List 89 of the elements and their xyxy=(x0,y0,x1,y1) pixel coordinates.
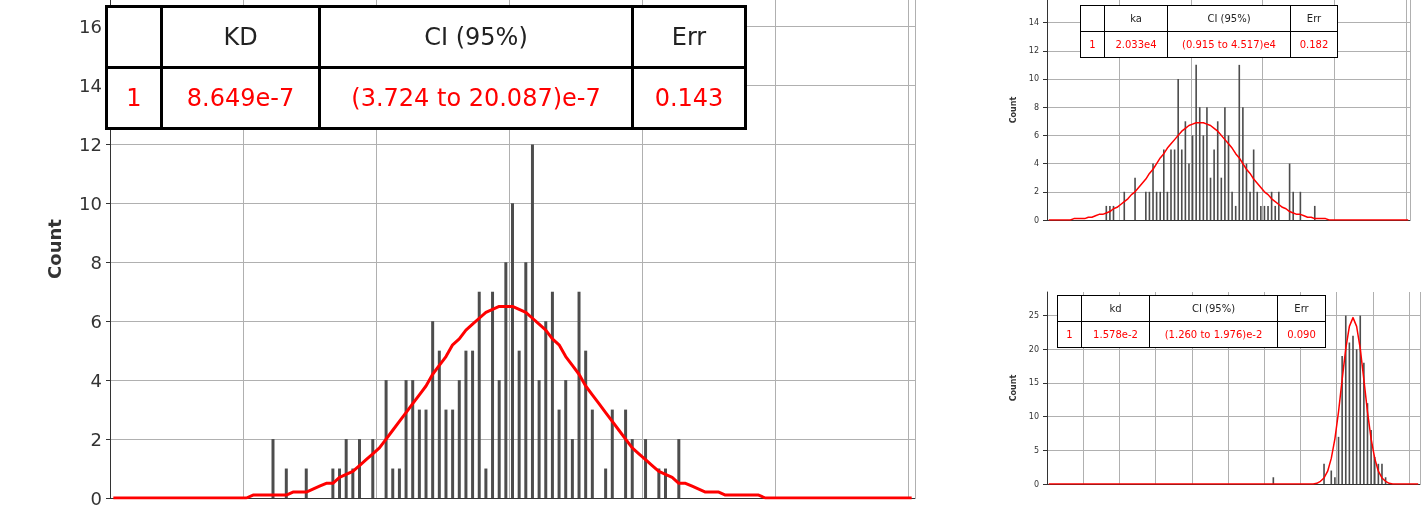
annotation: CI (95%) xyxy=(1149,295,1278,322)
bar xyxy=(484,468,488,498)
y-tick-label: 16 xyxy=(79,16,102,38)
y-tick-label: 0 xyxy=(90,487,102,509)
y-tick-label: 8 xyxy=(1033,102,1039,112)
annotation: (1.260 to 1.976)e-2 xyxy=(1149,321,1278,348)
bar xyxy=(404,380,408,498)
bar xyxy=(584,350,588,498)
y-axis-title: Count xyxy=(1009,374,1019,402)
bar xyxy=(384,380,388,498)
bar xyxy=(544,321,548,498)
annotation: CI (95%) xyxy=(319,6,633,68)
y-tick-label: 10 xyxy=(1028,74,1039,84)
bar xyxy=(371,439,375,498)
y-tick-label: 8 xyxy=(90,251,102,273)
y-tick-label: 10 xyxy=(79,192,102,214)
bar xyxy=(550,291,554,498)
bar xyxy=(444,409,448,498)
bar xyxy=(590,409,594,498)
y-tick-label: 2 xyxy=(90,428,102,450)
bar xyxy=(464,350,468,498)
annotation: 8.649e-7 xyxy=(161,67,320,129)
bar xyxy=(271,439,275,498)
bar xyxy=(437,350,441,498)
bar xyxy=(417,409,421,498)
bar xyxy=(504,262,508,498)
y-tick-label: 14 xyxy=(1028,18,1039,28)
y-tick-label: 4 xyxy=(1033,159,1039,169)
bar xyxy=(517,350,521,498)
y-axis-title: Count xyxy=(1009,96,1019,124)
annotation: 1.578e-2 xyxy=(1081,321,1150,348)
y-tick-label: 25 xyxy=(1028,311,1039,321)
bar xyxy=(391,468,395,498)
bar xyxy=(530,144,534,498)
annotation: 0.090 xyxy=(1277,321,1326,348)
y-axis-title: Count xyxy=(43,218,65,279)
bar xyxy=(524,262,528,498)
y-tick-label: 5 xyxy=(1033,445,1039,455)
bar xyxy=(511,203,514,498)
bar xyxy=(397,468,401,498)
annotation: Err xyxy=(1277,295,1326,322)
annotation: 2.033e4 xyxy=(1104,31,1168,58)
y-tick-label: 2 xyxy=(1033,187,1039,197)
bar xyxy=(624,409,628,498)
bar xyxy=(491,291,495,498)
bar xyxy=(577,291,581,498)
y-tick-label: 6 xyxy=(1033,130,1039,140)
bar xyxy=(411,380,415,498)
bar xyxy=(344,439,348,498)
bar xyxy=(457,380,461,498)
bar xyxy=(644,439,648,498)
annotation: ka xyxy=(1104,5,1168,32)
bar xyxy=(424,409,428,498)
annotation: Err xyxy=(632,6,746,68)
bar xyxy=(477,291,481,498)
annotation: kd xyxy=(1081,295,1150,322)
bar xyxy=(497,380,501,498)
y-tick-label: 20 xyxy=(1028,344,1039,354)
bar xyxy=(451,409,455,498)
annotation: CI (95%) xyxy=(1167,5,1291,32)
y-tick-label: 15 xyxy=(1028,378,1039,388)
y-tick-label: 0 xyxy=(1033,479,1039,489)
y-tick-label: 6 xyxy=(90,310,102,332)
bar xyxy=(630,439,634,498)
bar xyxy=(471,350,475,498)
bar xyxy=(564,380,568,498)
annotation: Err xyxy=(1290,5,1338,32)
y-tick-label: 12 xyxy=(79,133,102,155)
bar xyxy=(610,409,614,498)
annotation: (0.915 to 4.517)e4 xyxy=(1167,31,1291,58)
bar xyxy=(570,439,574,498)
annotation: 0.143 xyxy=(632,67,746,129)
annotation: KD xyxy=(161,6,320,68)
annotation: 1 xyxy=(1080,31,1105,58)
bar xyxy=(557,409,561,498)
y-tick-label: 10 xyxy=(1028,412,1039,422)
y-tick-label: 4 xyxy=(90,369,102,391)
annotation: 0.182 xyxy=(1290,31,1338,58)
y-tick-label: 14 xyxy=(79,74,102,96)
annotation: 1 xyxy=(106,67,162,129)
bar xyxy=(431,321,435,498)
y-tick-label: 0 xyxy=(1033,215,1039,225)
y-tick-label: 12 xyxy=(1028,46,1039,56)
bar xyxy=(677,439,681,498)
bar xyxy=(537,380,541,498)
bar xyxy=(604,468,608,498)
annotation: 1 xyxy=(1057,321,1082,348)
annotation: (3.724 to 20.087)e-7 xyxy=(319,67,633,129)
bar xyxy=(357,439,361,498)
